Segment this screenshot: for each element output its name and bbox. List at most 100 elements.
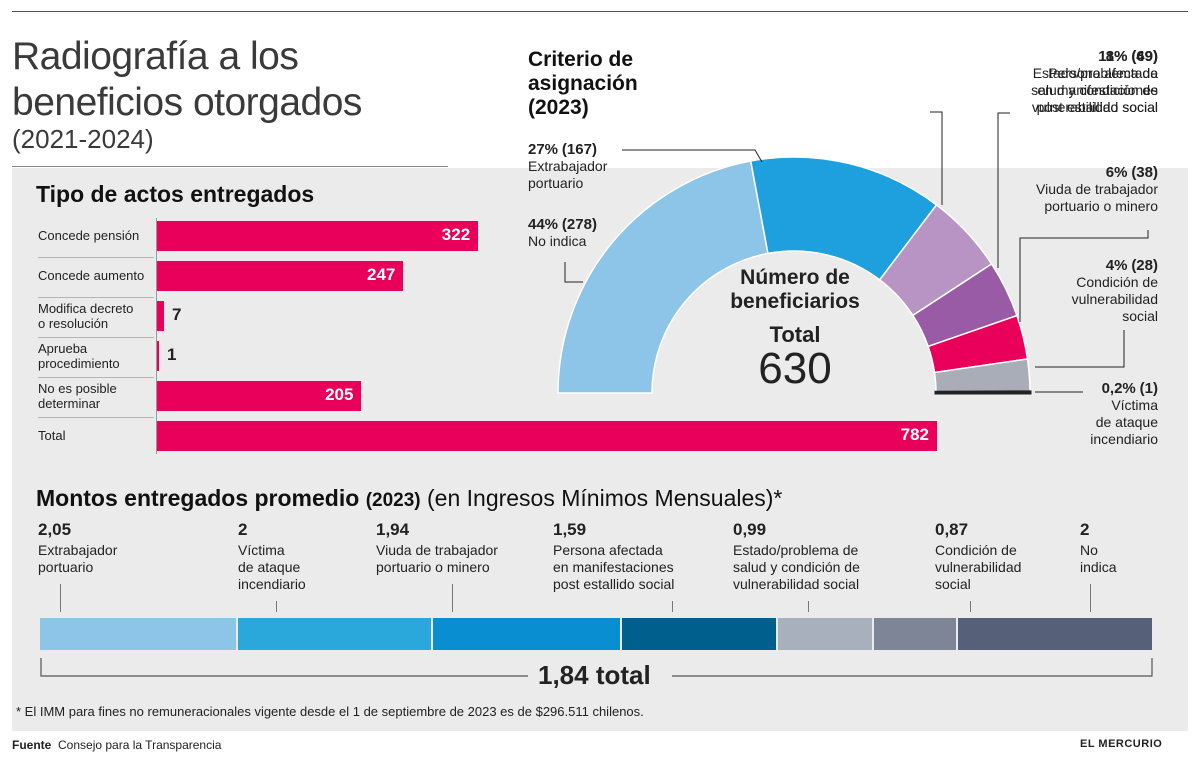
- footnote: * El IMM para fines no remuneracionales …: [16, 704, 644, 719]
- bar-value-label: 7: [171, 305, 182, 324]
- amount-segment: [958, 618, 1152, 650]
- slice-value: 11% (69): [990, 48, 1158, 65]
- bar: [157, 341, 159, 371]
- amount-category-line: Viuda de trabajador: [376, 542, 498, 558]
- page-subtitle: (2021-2024): [12, 124, 154, 154]
- slice-count: (49): [1131, 48, 1158, 65]
- amount-category-label: Persona afectada en manifestaciones post e…: [553, 542, 674, 593]
- amount-segment: [778, 618, 872, 650]
- amount-category-line: Extrabajador: [38, 542, 118, 558]
- slice-label-line: Persona afectada: [1048, 65, 1158, 81]
- bar-category-line: procedimiento: [38, 356, 120, 371]
- amount-category-line: salud y condición de: [733, 559, 860, 575]
- criteria-slice-label: 4% (28) Condición de vulnerabilidad social: [990, 257, 1158, 325]
- bar-category-label: No es posible determinar: [38, 381, 154, 411]
- criteria-slice-label: 11% (69) Persona afectada en manifestacion…: [990, 48, 1158, 116]
- donut-slice: [934, 390, 1032, 395]
- amounts-title-main: Montos entregados promedio: [36, 485, 360, 511]
- leader-line: [930, 111, 943, 205]
- bar-category-label: Aprueba procedimiento: [38, 341, 154, 371]
- slice-label-line: Condición de: [1076, 274, 1158, 290]
- bar-value-label: 322: [441, 225, 471, 244]
- amount-category-line: incendiario: [238, 576, 306, 592]
- slice-value: 0,2% (1): [990, 380, 1158, 397]
- slice-count: (1): [1139, 380, 1158, 397]
- acts-chart-axis: [156, 218, 157, 454]
- amounts-title-year: (2023): [365, 490, 421, 511]
- amount-category-line: social: [935, 576, 971, 592]
- brand-logo: EL MERCURIO: [1080, 738, 1163, 750]
- bar-category-line: Aprueba: [38, 341, 88, 356]
- criteria-slice-label: 6% (38) Viuda de trabajador portuario o mi…: [990, 164, 1158, 215]
- slice-pct: 11%: [1098, 48, 1128, 65]
- bar: [157, 221, 479, 251]
- slice-label-line: Estado/problema de: [1032, 65, 1158, 81]
- amount-category-line: en manifestaciones: [553, 559, 674, 575]
- bar-category-line: o resolución: [38, 316, 109, 331]
- amount-value: 0,99: [733, 520, 767, 539]
- center-title-line-2: beneficiarios: [730, 290, 860, 313]
- center-total-label: Total: [769, 322, 821, 347]
- bracket-left: [40, 658, 528, 677]
- amount-category-line: Estado/problema de: [733, 542, 859, 558]
- amount-category-line: vulnerabilidad: [935, 559, 1022, 575]
- amount-category-label: Estado/problema de salud y condición de vu…: [733, 542, 860, 593]
- amount-segment: [40, 618, 236, 650]
- slice-pct: 27%: [528, 141, 559, 158]
- amount-category-line: post estallido social: [553, 576, 675, 592]
- criteria-slice-label: 27% (167) Extrabajador portuario: [528, 141, 607, 192]
- amount-value: 2: [238, 520, 248, 539]
- slice-label-line: No indica: [528, 233, 587, 249]
- slice-count: (38): [1131, 164, 1158, 181]
- amount-category-line: Víctima: [238, 542, 285, 558]
- amount-segment: [874, 618, 956, 650]
- slice-label-line: salud y condición de: [1031, 82, 1158, 98]
- amounts-chart-title: Montos entregados promedio (2023) (en In…: [36, 485, 782, 512]
- center-title: Número de beneficiarios: [700, 266, 890, 314]
- amount-category-line: de ataque: [238, 559, 301, 575]
- title-rule: [12, 166, 448, 167]
- slice-label-line: Extrabajador: [528, 158, 608, 174]
- bar-row-separator: [38, 377, 154, 378]
- slice-pct: 44%: [528, 216, 559, 233]
- bar-category-label: Concede pensión: [38, 228, 154, 243]
- bar-category-label: Total: [38, 428, 154, 443]
- bar-value-label: 205: [325, 385, 354, 404]
- amount-tick: [672, 601, 673, 612]
- slice-label-line: Víctima: [1111, 397, 1158, 413]
- slice-label-line: portuario: [528, 175, 584, 191]
- leader-line: [997, 112, 1010, 268]
- slice-label-line: post estallido social: [1036, 99, 1158, 115]
- leader-line: [564, 262, 583, 283]
- amount-value: 0,87: [935, 520, 969, 539]
- bar-category-label: Modifica decreto o resolución: [38, 301, 154, 331]
- amount-category-label: Extrabajador portuario: [38, 542, 117, 576]
- slice-count: (69): [1131, 48, 1158, 65]
- amount-tick: [60, 584, 61, 612]
- amount-value: 2: [1080, 520, 1090, 539]
- bar-row-separator: [38, 257, 154, 258]
- amount-tick: [452, 584, 453, 612]
- slice-pct: 8%: [1105, 48, 1128, 65]
- amount-value: 1,94: [376, 520, 410, 539]
- acts-chart-title: Tipo de actos entregados: [36, 181, 315, 207]
- amount-category-line: indica: [1080, 559, 1117, 575]
- criteria-title-year: (2023): [528, 96, 589, 119]
- amount-category-label: Condición de vulnerabilidad social: [935, 542, 1021, 593]
- bar-value-label: 782: [900, 425, 929, 444]
- slice-value: 27% (167): [528, 141, 607, 158]
- slice-value: 4% (28): [990, 257, 1158, 274]
- amount-category-line: Persona afectada: [553, 542, 663, 558]
- bar: [157, 421, 937, 451]
- amount-category-line: Condición de: [935, 542, 1017, 558]
- leader-line: [1035, 330, 1125, 368]
- amount-category-label: Viuda de trabajador portuario o minero: [376, 542, 498, 576]
- slice-pct: 6%: [1105, 164, 1128, 181]
- criteria-title-line-2: asignación: [528, 72, 638, 95]
- amount-tick: [276, 601, 277, 612]
- bar-category-line: Concede pensión: [38, 228, 140, 243]
- slice-label-line: vulnerabilidad: [1071, 291, 1158, 307]
- title-line-2: beneficios otorgados: [12, 81, 362, 124]
